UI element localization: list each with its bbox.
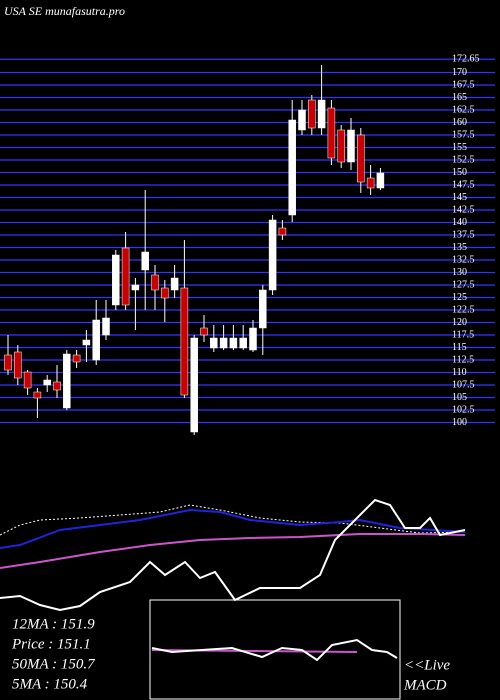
y-tick-label: 157.5 <box>452 129 475 140</box>
candle-body <box>327 107 336 159</box>
indicator-line <box>151 638 398 662</box>
y-tick-label: 145 <box>452 192 467 203</box>
candle-body <box>4 354 12 371</box>
macd-label: MACD <box>403 677 447 693</box>
y-tick-label: 112.5 <box>452 354 474 365</box>
y-tick-label: 132.5 <box>452 254 475 265</box>
indicator-line <box>0 498 466 612</box>
y-tick-label: 110 <box>452 367 467 378</box>
candle-body <box>170 277 179 291</box>
candle-body <box>298 109 306 131</box>
y-tick-label: 105 <box>452 392 467 403</box>
stat-label: 5MA : 150.4 <box>12 676 88 692</box>
candle-body <box>308 99 316 129</box>
chart-title: USA SE munafasutra.pro <box>4 4 125 18</box>
indicator-line <box>0 504 466 536</box>
candle-body <box>72 354 81 363</box>
y-tick-label: 155 <box>452 142 467 153</box>
candle-body <box>161 287 169 299</box>
y-tick-label: 107.5 <box>452 379 475 390</box>
y-tick-label: 152.5 <box>452 154 475 165</box>
candle-body <box>200 327 208 336</box>
candle-body <box>82 339 91 346</box>
candle-body <box>190 337 198 433</box>
candle-body <box>317 99 326 129</box>
candle-body <box>151 274 159 291</box>
y-tick-label: 122.5 <box>452 304 475 315</box>
candle-body <box>131 284 140 291</box>
y-tick-label: 142.5 <box>452 204 475 215</box>
candle-body <box>337 129 345 163</box>
y-tick-label: 102.5 <box>452 404 475 415</box>
candle-body <box>288 119 296 216</box>
candle-body <box>53 381 61 391</box>
y-tick-label: 120 <box>452 317 467 328</box>
y-tick-label: 125 <box>452 292 467 303</box>
candle-body <box>229 337 238 349</box>
y-tick-label: 135 <box>452 242 467 253</box>
y-tick-label: 162.5 <box>452 104 475 115</box>
candle-body <box>259 289 267 329</box>
y-tick-label: 160 <box>452 117 467 128</box>
indicator-line <box>0 508 466 549</box>
y-tick-label: 172.65 <box>452 54 480 65</box>
stat-label: 12MA : 151.9 <box>12 616 95 632</box>
y-tick-label: 165 <box>452 92 467 103</box>
candle-body <box>268 219 277 291</box>
candle-body <box>249 327 257 351</box>
candle-body <box>219 337 228 349</box>
y-tick-label: 115 <box>452 342 467 353</box>
candle-body <box>23 371 32 389</box>
candle-body <box>239 337 247 349</box>
candle-body <box>102 317 110 336</box>
y-tick-label: 167.5 <box>452 79 475 90</box>
candle-body <box>357 134 365 183</box>
candle-body <box>180 287 189 396</box>
stat-label: 50MA : 150.7 <box>12 656 96 672</box>
y-tick-label: 150 <box>452 167 467 178</box>
candle-body <box>366 177 375 189</box>
candle-body <box>121 247 130 306</box>
candle-body <box>14 351 22 379</box>
candle-body <box>33 391 42 399</box>
y-tick-label: 147.5 <box>452 179 475 190</box>
y-tick-label: 127.5 <box>452 279 475 290</box>
candle-body <box>347 129 355 163</box>
y-tick-label: 130 <box>452 267 467 278</box>
candle-body <box>210 337 218 349</box>
y-tick-label: 170 <box>452 67 467 78</box>
stat-label: Price : 151.1 <box>11 636 91 652</box>
y-tick-label: 137.5 <box>452 229 475 240</box>
candle-body <box>278 227 287 236</box>
candle-body <box>92 319 100 361</box>
y-tick-label: 100 <box>452 417 467 428</box>
candle-body <box>43 379 51 386</box>
candle-body <box>376 172 385 189</box>
y-tick-label: 140 <box>452 217 467 228</box>
y-tick-label: 117.5 <box>452 329 474 340</box>
indicator-line <box>0 533 466 569</box>
candle-body <box>63 353 71 409</box>
candle-body <box>112 254 120 306</box>
live-label: <<Live <box>404 657 450 673</box>
candle-body <box>141 251 149 271</box>
